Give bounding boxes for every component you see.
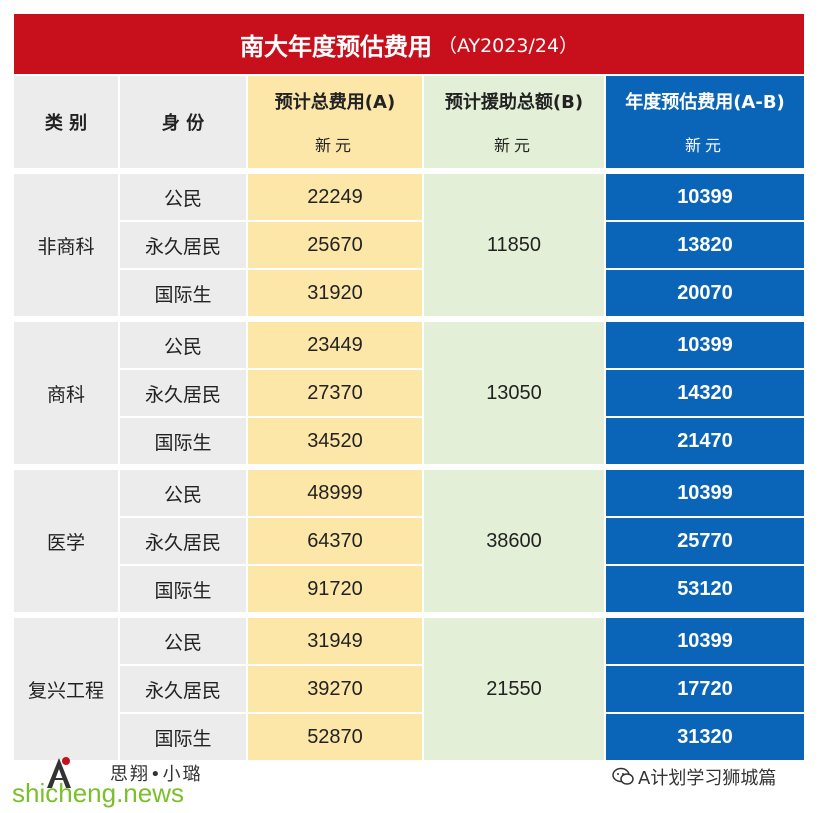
header-total-label: 预计总费用(A)	[274, 92, 396, 113]
total-cost-cell: 64370	[248, 518, 422, 564]
identity-cell: 永久居民	[120, 370, 246, 416]
category-cell: 医学	[14, 470, 118, 612]
total-cost-cell: 91720	[248, 566, 422, 612]
header-category-label: 类 别	[44, 113, 88, 134]
identity-cell: 国际生	[120, 566, 246, 612]
category-cell: 复兴工程	[14, 618, 118, 760]
annual-cost-cell: 53120	[606, 566, 804, 612]
identity-cell: 国际生	[120, 714, 246, 760]
aid-cell: 21550	[424, 618, 604, 760]
aid-cell: 38600	[424, 470, 604, 612]
annual-cost-cell: 25770	[606, 518, 804, 564]
annual-cost-cell: 10399	[606, 618, 804, 664]
title-sub: （AY2023/24）	[437, 34, 579, 57]
identity-cell: 公民	[120, 470, 246, 516]
identity-cell: 国际生	[120, 270, 246, 316]
aid-cell: 11850	[424, 174, 604, 316]
total-cost-cell: 22249	[248, 174, 422, 220]
total-cost-cell: 31949	[248, 618, 422, 664]
fee-table: 南大年度预估费用 （AY2023/24） 类 别 身 份 预计总费用(A) 新元…	[14, 14, 804, 760]
a-letter-logo-icon	[47, 757, 71, 788]
identity-cell: 公民	[120, 174, 246, 220]
wechat-account: A计划学习狮城篇	[612, 764, 776, 790]
header-category: 类 别	[14, 76, 118, 168]
title-main: 南大年度预估费用	[239, 32, 432, 61]
annual-cost-cell: 10399	[606, 174, 804, 220]
total-cost-cell: 27370	[248, 370, 422, 416]
annual-cost-cell: 10399	[606, 322, 804, 368]
annual-cost-cell: 13820	[606, 222, 804, 268]
header-identity: 身 份	[120, 76, 246, 168]
annual-cost-cell: 20070	[606, 270, 804, 316]
total-cost-cell: 48999	[248, 470, 422, 516]
footer-brand: 思翔•小璐	[110, 764, 203, 785]
header-annual: 年度预估费用(A-B) 新元	[606, 76, 804, 168]
wechat-account-name: A计划学习狮城篇	[638, 768, 777, 789]
aid-cell: 13050	[424, 322, 604, 464]
header-identity-label: 身 份	[161, 113, 205, 134]
header-annual-unit: 新元	[684, 136, 725, 155]
annual-cost-cell: 14320	[606, 370, 804, 416]
identity-cell: 国际生	[120, 418, 246, 464]
annual-cost-cell: 31320	[606, 714, 804, 760]
header-aid: 预计援助总额(B) 新元	[424, 76, 604, 168]
annual-cost-cell: 17720	[606, 666, 804, 712]
identity-cell: 永久居民	[120, 518, 246, 564]
identity-cell: 公民	[120, 322, 246, 368]
total-cost-cell: 39270	[248, 666, 422, 712]
identity-cell: 永久居民	[120, 222, 246, 268]
annual-cost-cell: 10399	[606, 470, 804, 516]
total-cost-cell: 31920	[248, 270, 422, 316]
category-cell: 商科	[14, 322, 118, 464]
annual-cost-cell: 21470	[606, 418, 804, 464]
table-title: 南大年度预估费用 （AY2023/24）	[14, 14, 804, 74]
identity-cell: 永久居民	[120, 666, 246, 712]
wechat-icon	[612, 767, 634, 785]
category-cell: 非商科	[14, 174, 118, 316]
total-cost-cell: 23449	[248, 322, 422, 368]
total-cost-cell: 52870	[248, 714, 422, 760]
watermark: shicheng.news	[12, 778, 184, 808]
total-cost-cell: 25670	[248, 222, 422, 268]
header-aid-unit: 新元	[493, 136, 534, 155]
header-annual-label: 年度预估费用(A-B)	[625, 92, 785, 113]
header-total-unit: 新元	[314, 136, 355, 155]
header-aid-label: 预计援助总额(B)	[444, 92, 584, 113]
total-cost-cell: 34520	[248, 418, 422, 464]
header-total: 预计总费用(A) 新元	[248, 76, 422, 168]
identity-cell: 公民	[120, 618, 246, 664]
